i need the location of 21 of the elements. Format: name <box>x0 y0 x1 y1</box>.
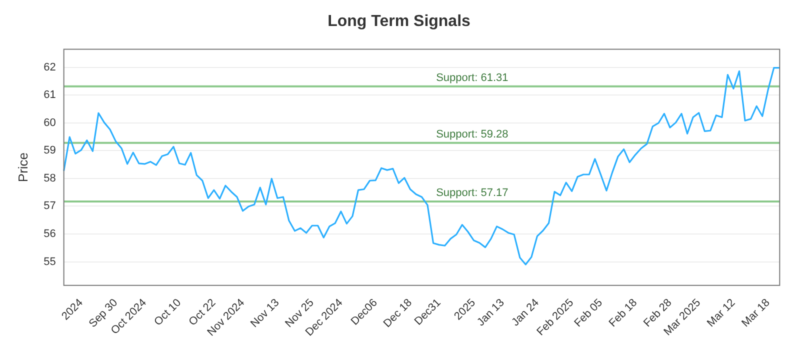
x-tick-label: Mar 12 <box>705 296 738 330</box>
x-tick-label: Feb 05 <box>572 296 605 330</box>
y-tick-label: 60 <box>44 116 56 129</box>
x-tick-label: Oct 10 <box>152 296 184 328</box>
ref-line-label: Support: 59.28 <box>436 128 508 140</box>
x-tick-label: Dec 18 <box>381 296 414 330</box>
y-tick-label: 55 <box>44 256 56 268</box>
y-tick-label: 58 <box>44 172 56 184</box>
x-tick-label: Mar 18 <box>740 296 772 330</box>
y-tick-label: 57 <box>44 200 56 212</box>
x-tick-label: Jan 13 <box>474 296 507 329</box>
y-tick-label: 56 <box>44 228 56 240</box>
ref-line-label: Support: 61.31 <box>436 72 508 84</box>
y-tick-label: 61 <box>44 89 56 102</box>
ref-line-label: Support: 57.17 <box>436 186 508 199</box>
x-tick-label: Nov 13 <box>248 296 282 330</box>
y-tick-label: 59 <box>44 144 56 157</box>
chart-title: Long Term Signals <box>328 13 471 30</box>
y-tick-label: 62 <box>44 61 56 74</box>
y-axis-title: Price <box>15 152 30 182</box>
x-tick-label: Feb 18 <box>606 296 640 330</box>
